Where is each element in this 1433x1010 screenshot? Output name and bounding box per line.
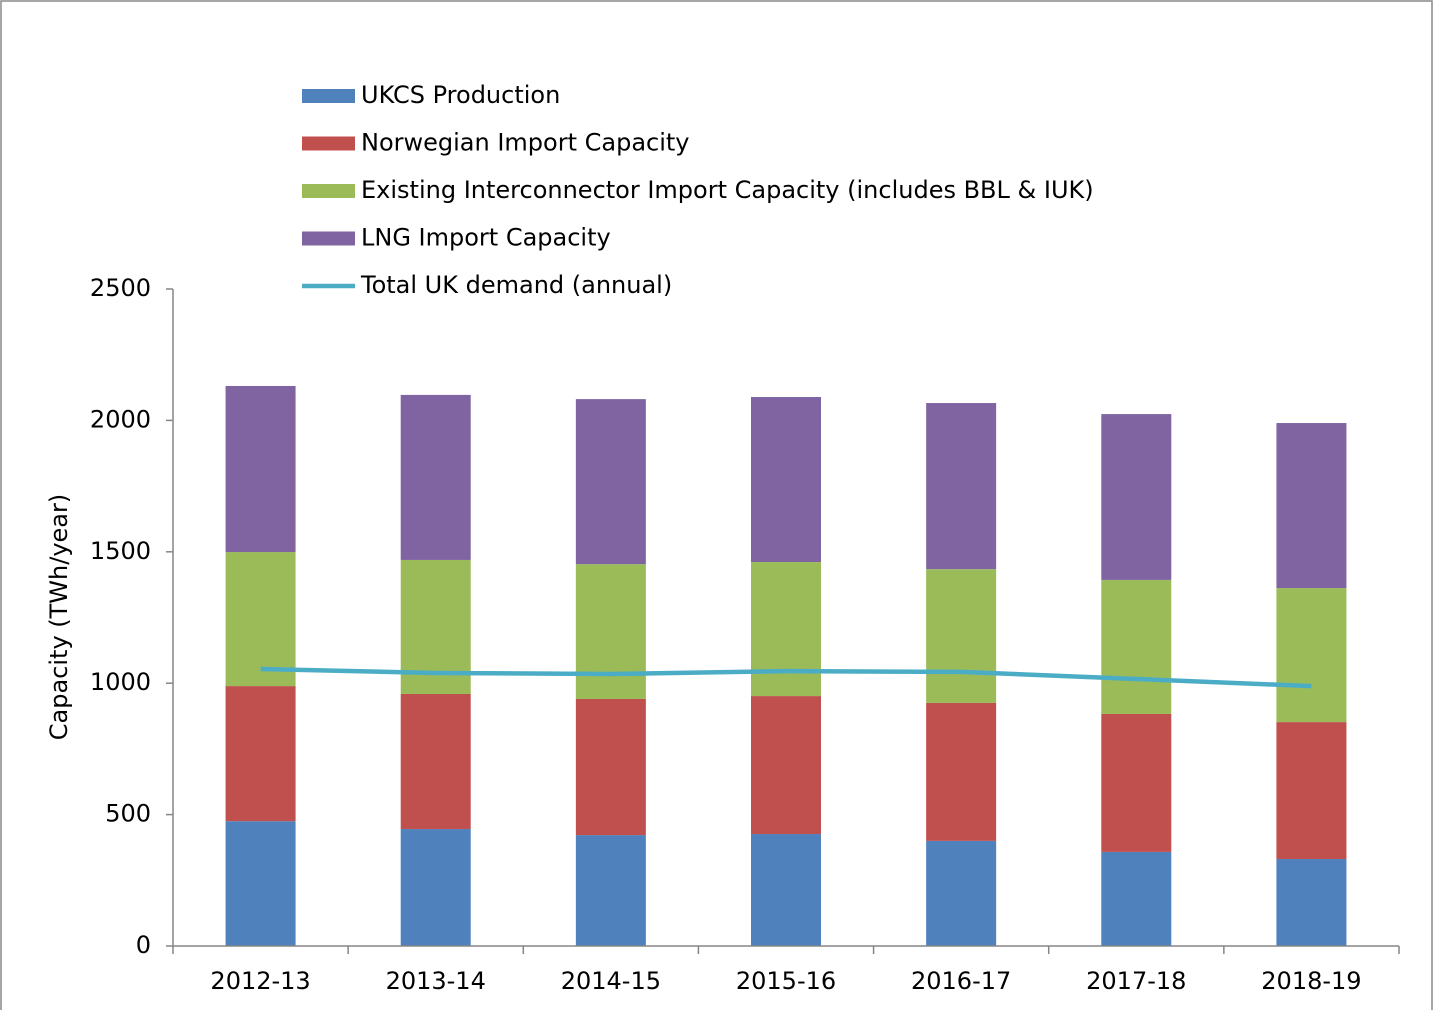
x-tick-label: 2018-19 (1261, 967, 1361, 995)
y-tick-label: 1000 (90, 668, 151, 696)
bar-segment (575, 564, 646, 699)
y-tick-label: 500 (105, 800, 151, 828)
x-tick-label: 2016-17 (911, 967, 1011, 995)
legend-swatch (302, 89, 355, 103)
bar-segment (1101, 713, 1172, 852)
bar-segment (926, 403, 997, 570)
legend-label: Total UK demand (annual) (360, 271, 672, 299)
bar-segment (1276, 423, 1347, 589)
legend-label: UKCS Production (361, 81, 560, 109)
bar-segment (926, 569, 997, 703)
y-tick-label: 2500 (90, 274, 151, 302)
bar-segment (225, 385, 296, 553)
legend-swatch (302, 231, 355, 246)
legend-label: LNG Import Capacity (361, 224, 611, 252)
y-tick-label: 1500 (90, 537, 151, 565)
bar-segment (751, 834, 821, 946)
y-axis-label: Capacity (TWh/year) (45, 494, 73, 740)
bar-segment (225, 686, 296, 822)
bar-segment (1101, 579, 1172, 714)
legend-swatch (302, 184, 355, 198)
bar-segment (751, 397, 821, 563)
x-tick-label: 2012-13 (210, 967, 310, 995)
x-tick-label: 2014-15 (561, 967, 661, 995)
bar-segment (225, 552, 296, 687)
bar-segment (575, 835, 646, 946)
bar-segment (751, 562, 821, 697)
legend-label: Existing Interconnector Import Capacity … (361, 176, 1094, 204)
y-tick-label: 0 (136, 931, 151, 959)
legend-swatch (302, 136, 355, 151)
bar-segment (400, 394, 471, 560)
bar-segment (1276, 859, 1347, 946)
bar-segment (1276, 588, 1347, 723)
bar-segment (400, 829, 471, 946)
x-tick-label: 2017-18 (1086, 967, 1186, 995)
bar-segment (926, 702, 997, 841)
bar-segment (1101, 414, 1172, 580)
bar-segment (575, 698, 646, 836)
demand-line (260, 666, 1312, 689)
x-tick-label: 2015-16 (736, 967, 836, 995)
legend-label: Norwegian Import Capacity (361, 129, 690, 157)
bar-segment (926, 840, 997, 946)
bar-segment (400, 693, 471, 830)
bar-segment (575, 399, 646, 565)
x-tick-label: 2013-14 (386, 967, 486, 995)
bar-segment (1101, 851, 1172, 946)
y-tick-label: 2000 (90, 405, 151, 433)
bar-segment (751, 696, 821, 835)
bar-segment (225, 821, 296, 946)
bar-segment (1276, 722, 1347, 860)
